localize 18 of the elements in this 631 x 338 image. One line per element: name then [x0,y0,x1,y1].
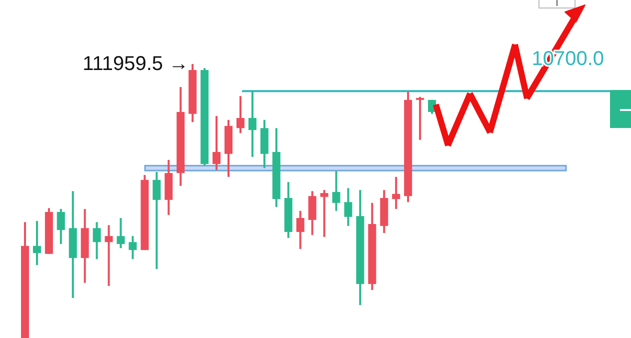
candlestick [344,187,352,227]
candlestick [332,170,340,212]
candlestick [32,220,41,266]
candlestick [248,90,256,158]
candlestick [212,115,221,172]
candlestick [116,216,125,250]
annotation: 111959.5 → [82,53,189,75]
candlestick [92,221,101,260]
candlestick [320,189,328,238]
candlestick [296,210,304,250]
candlestick [152,170,161,270]
candlestick [56,208,65,246]
candlestick [308,190,316,236]
candlestick [236,95,244,134]
candlestick [392,176,400,210]
candlestick [128,235,137,260]
candlestick [104,224,113,287]
candlestick [416,96,424,141]
